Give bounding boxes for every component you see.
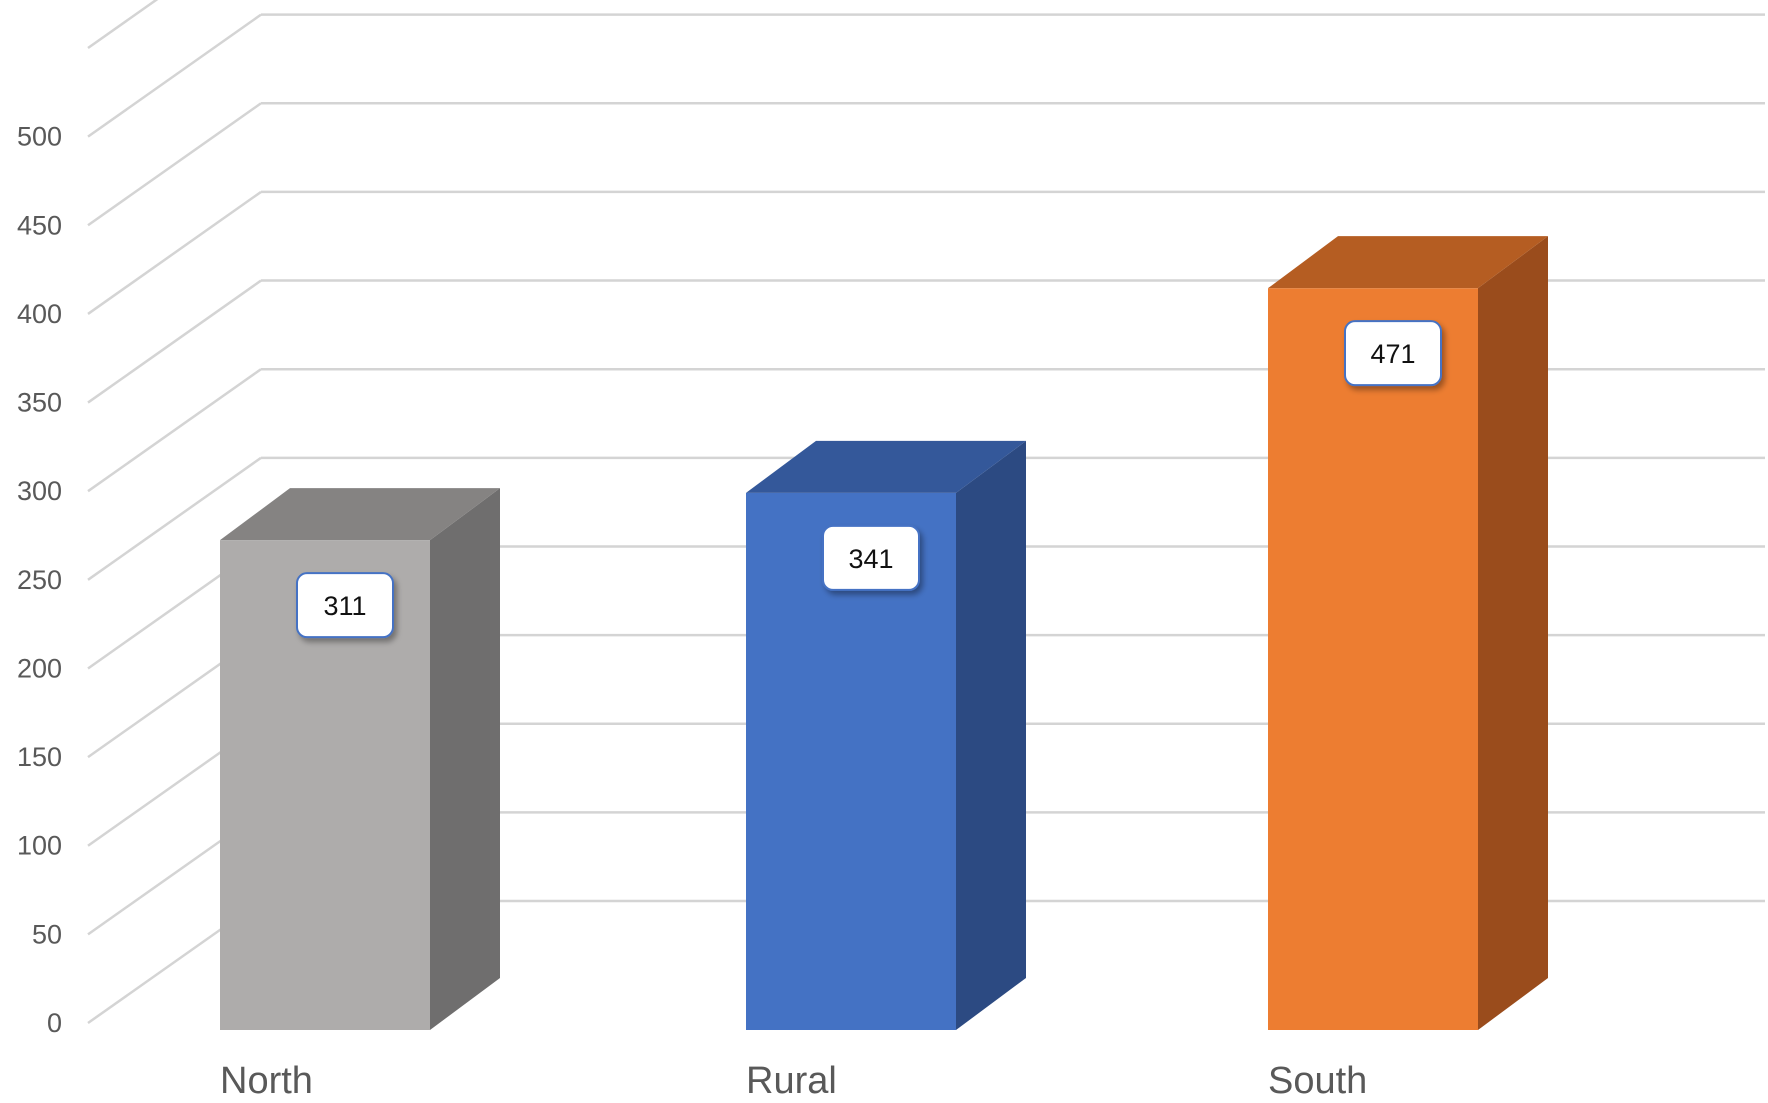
gridline-diagonal [87,279,262,404]
y-tick-label: 450 [17,210,62,240]
data-label-text: 471 [1370,339,1415,369]
bar-top-face [220,488,500,541]
y-tick-label: 200 [17,653,62,683]
bar-north [220,488,500,1030]
x-axis: North Rural South [220,1060,1367,1102]
y-tick-label: 350 [17,388,62,418]
data-labels: 311 341 471 [296,320,1442,639]
y-axis: 0 50 100 150 200 250 300 350 400 450 500 [17,122,62,1038]
bar-top-face [1268,236,1548,289]
x-category-label: North [220,1060,313,1102]
y-tick-label: 400 [17,299,62,329]
gridline-diagonal [87,0,159,50]
x-category-label: Rural [746,1060,837,1102]
x-category-label: South [1268,1060,1367,1102]
bar-side-face [956,440,1026,1030]
y-tick-label: 50 [32,919,62,949]
data-label-text: 341 [848,544,893,574]
y-tick-label: 300 [17,476,62,506]
data-label: 311 [296,572,394,639]
gridline-diagonal [87,368,262,493]
bar-side-face [430,488,500,1030]
bar-south [1268,236,1548,1031]
y-tick-label: 0 [47,1008,62,1038]
y-tick-label: 500 [17,122,62,152]
bars [220,236,1548,1031]
bar-top-face [746,440,1026,493]
bar-front-face [1268,288,1478,1030]
data-label: 471 [1344,320,1442,387]
data-label-text: 311 [323,591,366,621]
data-label-box [1344,320,1442,387]
gridline-diagonal [87,102,262,227]
gridline-diagonal [87,190,262,315]
data-label-box [822,524,920,591]
bar-side-face [1478,236,1548,1031]
y-tick-label: 250 [17,565,62,595]
gridline-diagonal [87,456,262,581]
gridline-diagonal [87,13,262,138]
y-tick-label: 150 [17,742,62,772]
bar-rural [746,440,1026,1030]
data-label: 341 [822,524,920,591]
y-tick-label: 100 [17,831,62,861]
data-label-box [296,572,394,639]
